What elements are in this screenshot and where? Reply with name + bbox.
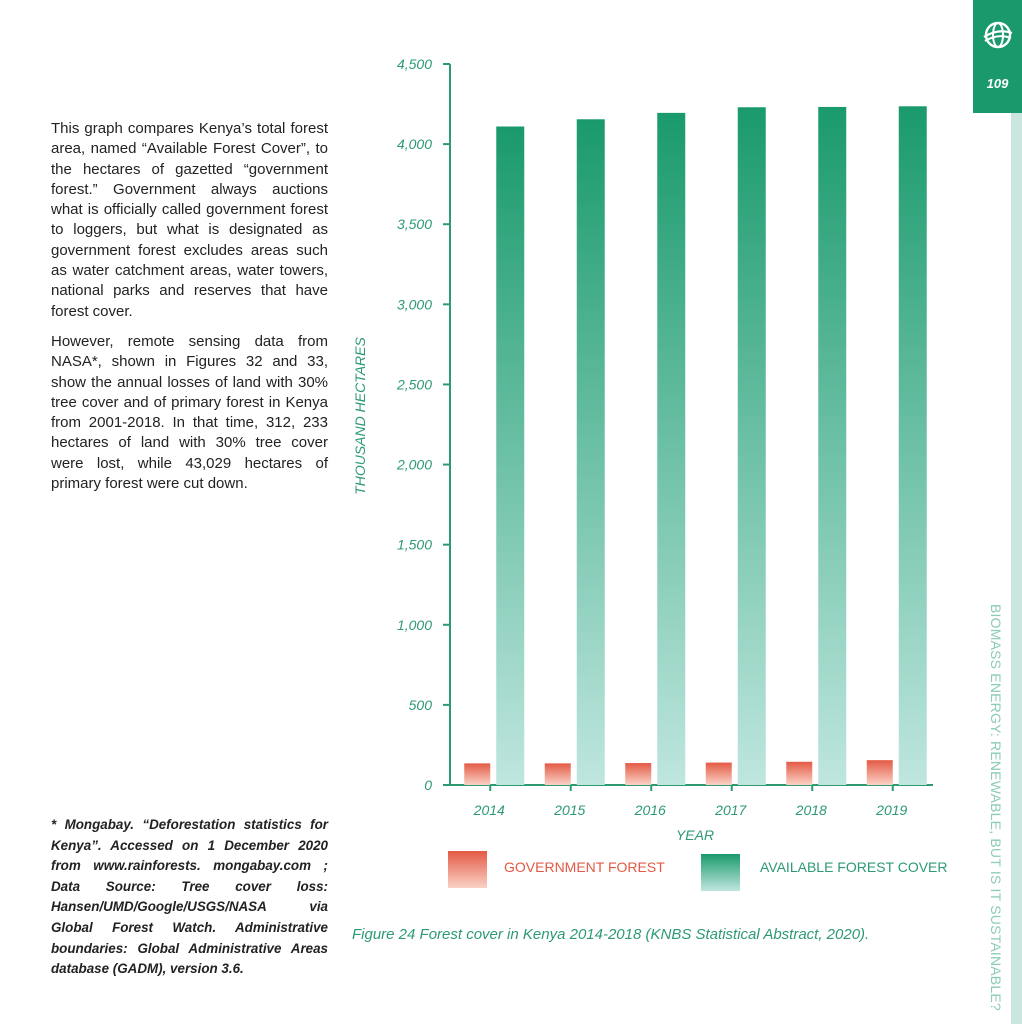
page-tab: 109 [973, 0, 1022, 113]
body-paragraph-2: However, remote sensing data from NASA*,… [51, 332, 328, 493]
y-axis: 0 500 1,000 1,500 2,000 2,500 3,000 3,500 4,000 4… [396, 56, 451, 793]
bar-government-forest-2017 [705, 762, 732, 785]
legend-swatch-available-forest-cover [701, 854, 740, 891]
side-title: BIOMASS ENERGY: RENEWABLE, BUT IS IT SUS… [988, 604, 1004, 1011]
y-tick-label: 1,500 [397, 537, 432, 553]
x-axis-label: YEAR [676, 827, 714, 843]
bar-available-forest-cover-2014 [496, 126, 525, 785]
bar-government-forest-2018 [786, 761, 813, 785]
body-text: This graph compares Kenya’s total forest… [51, 119, 328, 504]
y-tick-label: 2,500 [396, 376, 432, 392]
bar-government-forest-2015 [544, 763, 571, 785]
bar-available-forest-cover-2019 [898, 106, 927, 786]
side-strip [1011, 113, 1022, 1024]
bars [464, 106, 927, 786]
x-tick-label: 2018 [795, 802, 827, 818]
y-tick-label: 2,000 [396, 457, 432, 473]
y-tick-label: 4,000 [397, 136, 432, 152]
bar-government-forest-2014 [464, 763, 491, 785]
bar-available-forest-cover-2016 [657, 112, 686, 785]
footnote: * Mongabay. “Deforestation statistics fo… [51, 817, 328, 977]
legend-swatch-government-forest [448, 851, 487, 888]
y-tick-label: 1,000 [397, 617, 432, 633]
y-tick-label: 3,500 [397, 216, 432, 232]
figure-caption: Figure 24 Forest cover in Kenya 2014-201… [352, 926, 870, 943]
y-tick-label: 0 [424, 777, 432, 793]
y-tick-label: 3,000 [397, 296, 432, 312]
legend-label-available-forest-cover: AVAILABLE FOREST COVER [760, 859, 948, 875]
globe-icon [983, 21, 1013, 49]
x-tick-label: 2016 [634, 802, 666, 818]
bar-available-forest-cover-2018 [818, 106, 847, 785]
body-paragraph-1: This graph compares Kenya’s total forest… [51, 120, 328, 320]
x-tick-label: 2014 [473, 802, 505, 818]
bar-government-forest-2016 [625, 763, 652, 785]
x-tick-label: 2017 [714, 802, 747, 818]
bar-available-forest-cover-2017 [737, 107, 766, 785]
legend: GOVERNMENT FOREST AVAILABLE FOREST COVER [448, 851, 948, 891]
x-tick-label: 2019 [875, 802, 907, 818]
x-tick-label: 2015 [553, 802, 585, 818]
page-number: 109 [986, 76, 1009, 91]
x-axis: 2014 2015 2016 2017 2018 2019 [450, 784, 933, 818]
legend-label-government-forest: GOVERNMENT FOREST [504, 859, 665, 875]
y-tick-label: 4,500 [397, 56, 432, 72]
bar-available-forest-cover-2015 [576, 119, 605, 785]
y-axis-label: THOUSAND HECTARES [352, 337, 368, 495]
bar-government-forest-2019 [866, 760, 893, 785]
y-tick-label: 500 [409, 697, 433, 713]
forest-cover-chart: 0 500 1,000 1,500 2,000 2,500 3,000 3,500 4,000 4… [352, 56, 948, 891]
